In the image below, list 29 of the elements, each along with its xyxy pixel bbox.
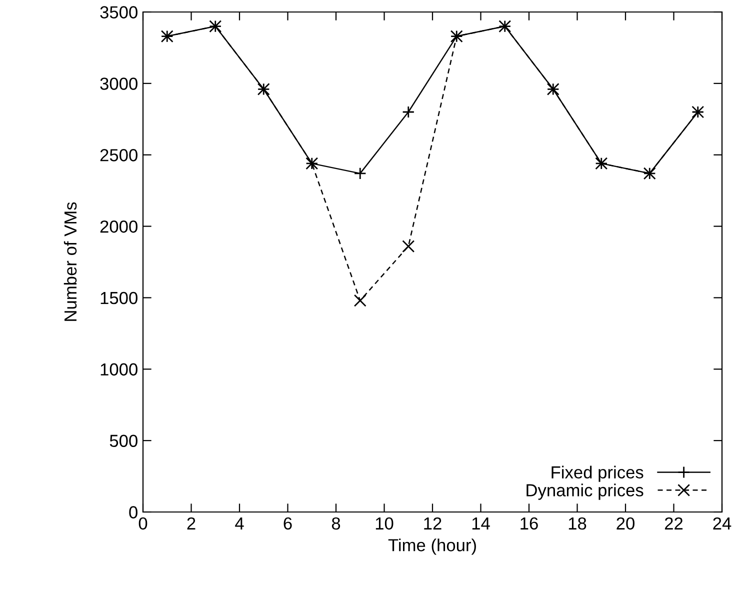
x-tick-label: 6 — [284, 517, 292, 530]
x-tick-label: 22 — [664, 517, 683, 530]
point — [402, 240, 415, 253]
y-tick-label: 3000 — [100, 78, 138, 90]
x-tick-label: 14 — [472, 518, 490, 530]
x-tick-label: 24 — [713, 517, 732, 530]
y-axis-title: Number of VMs — [64, 202, 77, 321]
y-tick-label: 1500 — [100, 292, 138, 304]
y-tick-label: 500 — [110, 434, 138, 448]
legend-label: Fixed prices — [552, 466, 644, 482]
y-tick-label: 2500 — [100, 149, 138, 162]
x-tick-label: 20 — [616, 517, 634, 530]
legend-label: Dynamic prices — [526, 484, 644, 500]
x-tick-label: 16 — [520, 517, 538, 530]
x-tick-label: 8 — [332, 517, 340, 530]
x-tick-label: 2 — [187, 517, 196, 530]
y-tick-label: 0 — [129, 506, 138, 518]
point — [354, 294, 366, 307]
point — [402, 106, 415, 118]
x-tick-label: 10 — [376, 517, 394, 530]
y-tick-label: 1000 — [100, 363, 138, 376]
point — [354, 167, 366, 180]
x-axis-title: Time (hour) — [388, 538, 476, 555]
y-tick-label: 2000 — [100, 220, 138, 233]
x-tick-label: 18 — [568, 517, 586, 530]
x-tick-label: 0 — [138, 517, 148, 530]
x-tick-label: 12 — [424, 517, 442, 530]
y-tick-label: 3500 — [100, 6, 138, 18]
x-tick-label: 4 — [235, 518, 244, 530]
